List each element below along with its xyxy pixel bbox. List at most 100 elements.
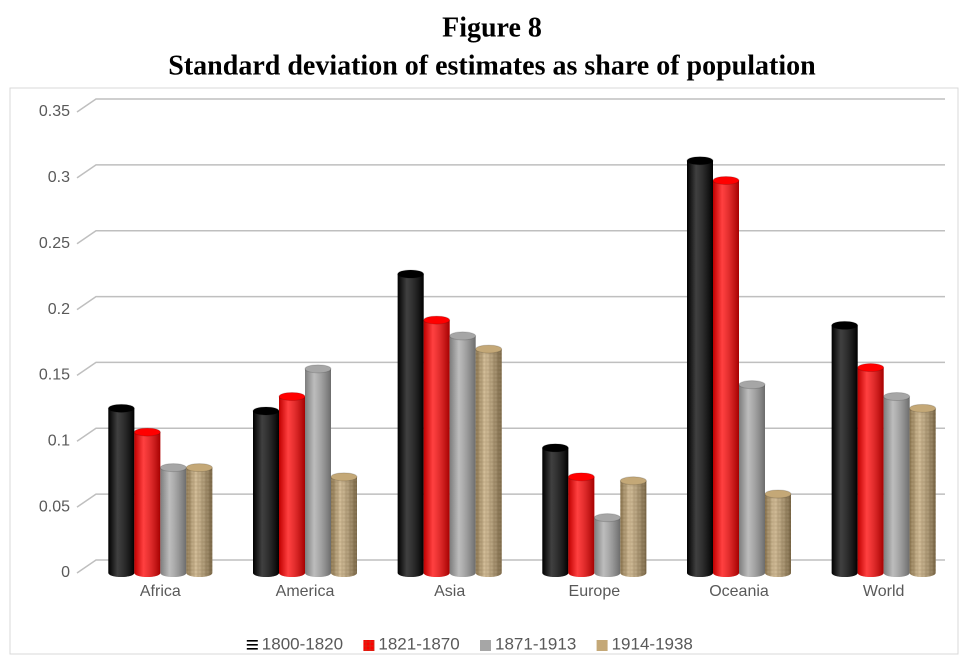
bar-shade xyxy=(134,432,161,577)
legend-swatch xyxy=(480,640,491,651)
legend-swatch xyxy=(246,640,258,642)
bar-top xyxy=(593,513,621,523)
bar-top xyxy=(133,427,161,437)
bar-shade xyxy=(449,335,476,577)
bar-shade xyxy=(305,368,331,577)
bar-shade xyxy=(186,467,213,577)
bar-shade xyxy=(423,320,450,577)
bar-shade xyxy=(687,160,713,577)
chart-border xyxy=(9,87,959,655)
bar xyxy=(831,320,859,577)
bar xyxy=(883,392,911,577)
bar xyxy=(712,175,740,577)
bar xyxy=(423,315,451,577)
bar xyxy=(619,476,647,577)
grid-line xyxy=(76,164,945,179)
bar-shade xyxy=(279,396,305,577)
chart-title: Figure 8 xyxy=(442,12,542,43)
bar xyxy=(593,513,621,577)
bar xyxy=(159,463,187,577)
bar-top xyxy=(475,344,503,354)
bar xyxy=(133,427,161,577)
bar-top xyxy=(278,392,306,402)
legend-label: 1871-1913 xyxy=(495,634,576,653)
bar-shade xyxy=(831,325,858,577)
y-tick-label: 0.1 xyxy=(48,433,70,450)
bar xyxy=(330,472,358,577)
bar-shade xyxy=(397,274,424,577)
bar xyxy=(107,403,135,577)
bar-top xyxy=(764,489,792,499)
bar-top xyxy=(857,363,885,373)
y-tick-label: 0.25 xyxy=(39,235,70,252)
bar-top xyxy=(831,320,859,330)
x-tick-label: Europe xyxy=(569,583,621,600)
bar xyxy=(278,392,306,577)
bar-shade xyxy=(857,367,884,577)
y-tick-label: 0.05 xyxy=(39,498,70,515)
bar-shade xyxy=(253,410,279,577)
x-tick-label: America xyxy=(276,583,335,600)
bar-top xyxy=(567,472,595,482)
bar-shade xyxy=(160,467,187,577)
bar-shade xyxy=(331,476,357,577)
grid-line xyxy=(76,98,945,113)
grid-line xyxy=(76,427,945,442)
bar xyxy=(909,403,937,577)
bar-top xyxy=(712,175,740,185)
bar-top xyxy=(330,472,358,482)
bar xyxy=(764,489,792,577)
bar xyxy=(185,463,213,577)
bar xyxy=(567,472,595,577)
bar-top xyxy=(541,443,569,453)
y-tick-label: 0.35 xyxy=(39,103,70,120)
bar-top xyxy=(449,331,477,341)
bar xyxy=(857,363,885,577)
grid-line xyxy=(76,295,945,311)
bar-top xyxy=(304,364,332,374)
x-tick-label: Asia xyxy=(434,583,465,600)
bar-shade xyxy=(542,447,569,577)
bar xyxy=(304,364,332,577)
bar-shade xyxy=(594,517,621,577)
bar-shade xyxy=(568,476,595,577)
chart-subtitle: Standard deviation of estimates as share… xyxy=(168,50,816,81)
bar-shade xyxy=(620,480,647,577)
grid-line xyxy=(76,559,945,574)
bar-top xyxy=(159,463,187,473)
bar-shade xyxy=(909,408,936,577)
bar-top xyxy=(686,156,714,166)
legend-swatch xyxy=(246,648,258,650)
legend-swatch xyxy=(246,644,258,646)
y-tick-label: 0.2 xyxy=(48,301,70,318)
bar xyxy=(541,443,569,577)
bar xyxy=(449,331,477,577)
x-tick-label: World xyxy=(863,583,905,600)
bar xyxy=(475,344,503,577)
legend-swatch xyxy=(596,640,608,651)
bar-top xyxy=(185,463,213,473)
bar-top xyxy=(883,392,911,402)
bar-shade xyxy=(108,408,135,577)
bar-shade xyxy=(883,396,910,577)
bar-top xyxy=(423,315,451,325)
x-tick-label: Africa xyxy=(140,583,181,600)
y-tick-label: 0 xyxy=(61,564,70,581)
legend-label: 1800-1820 xyxy=(262,634,343,653)
bar-shade xyxy=(739,384,765,577)
bar-top xyxy=(909,403,937,413)
bar-top xyxy=(252,406,280,416)
bar xyxy=(397,269,425,577)
x-tick-label: Oceania xyxy=(709,583,769,600)
bar-top xyxy=(738,380,766,390)
bar xyxy=(738,380,766,577)
bar-shade xyxy=(475,349,502,577)
y-tick-label: 0.3 xyxy=(48,169,70,186)
bar-shade xyxy=(765,493,791,577)
y-tick-label: 0.15 xyxy=(39,367,70,384)
bar xyxy=(686,156,714,577)
legend-label: 1821-1870 xyxy=(378,634,459,653)
bar-shade xyxy=(713,180,739,577)
